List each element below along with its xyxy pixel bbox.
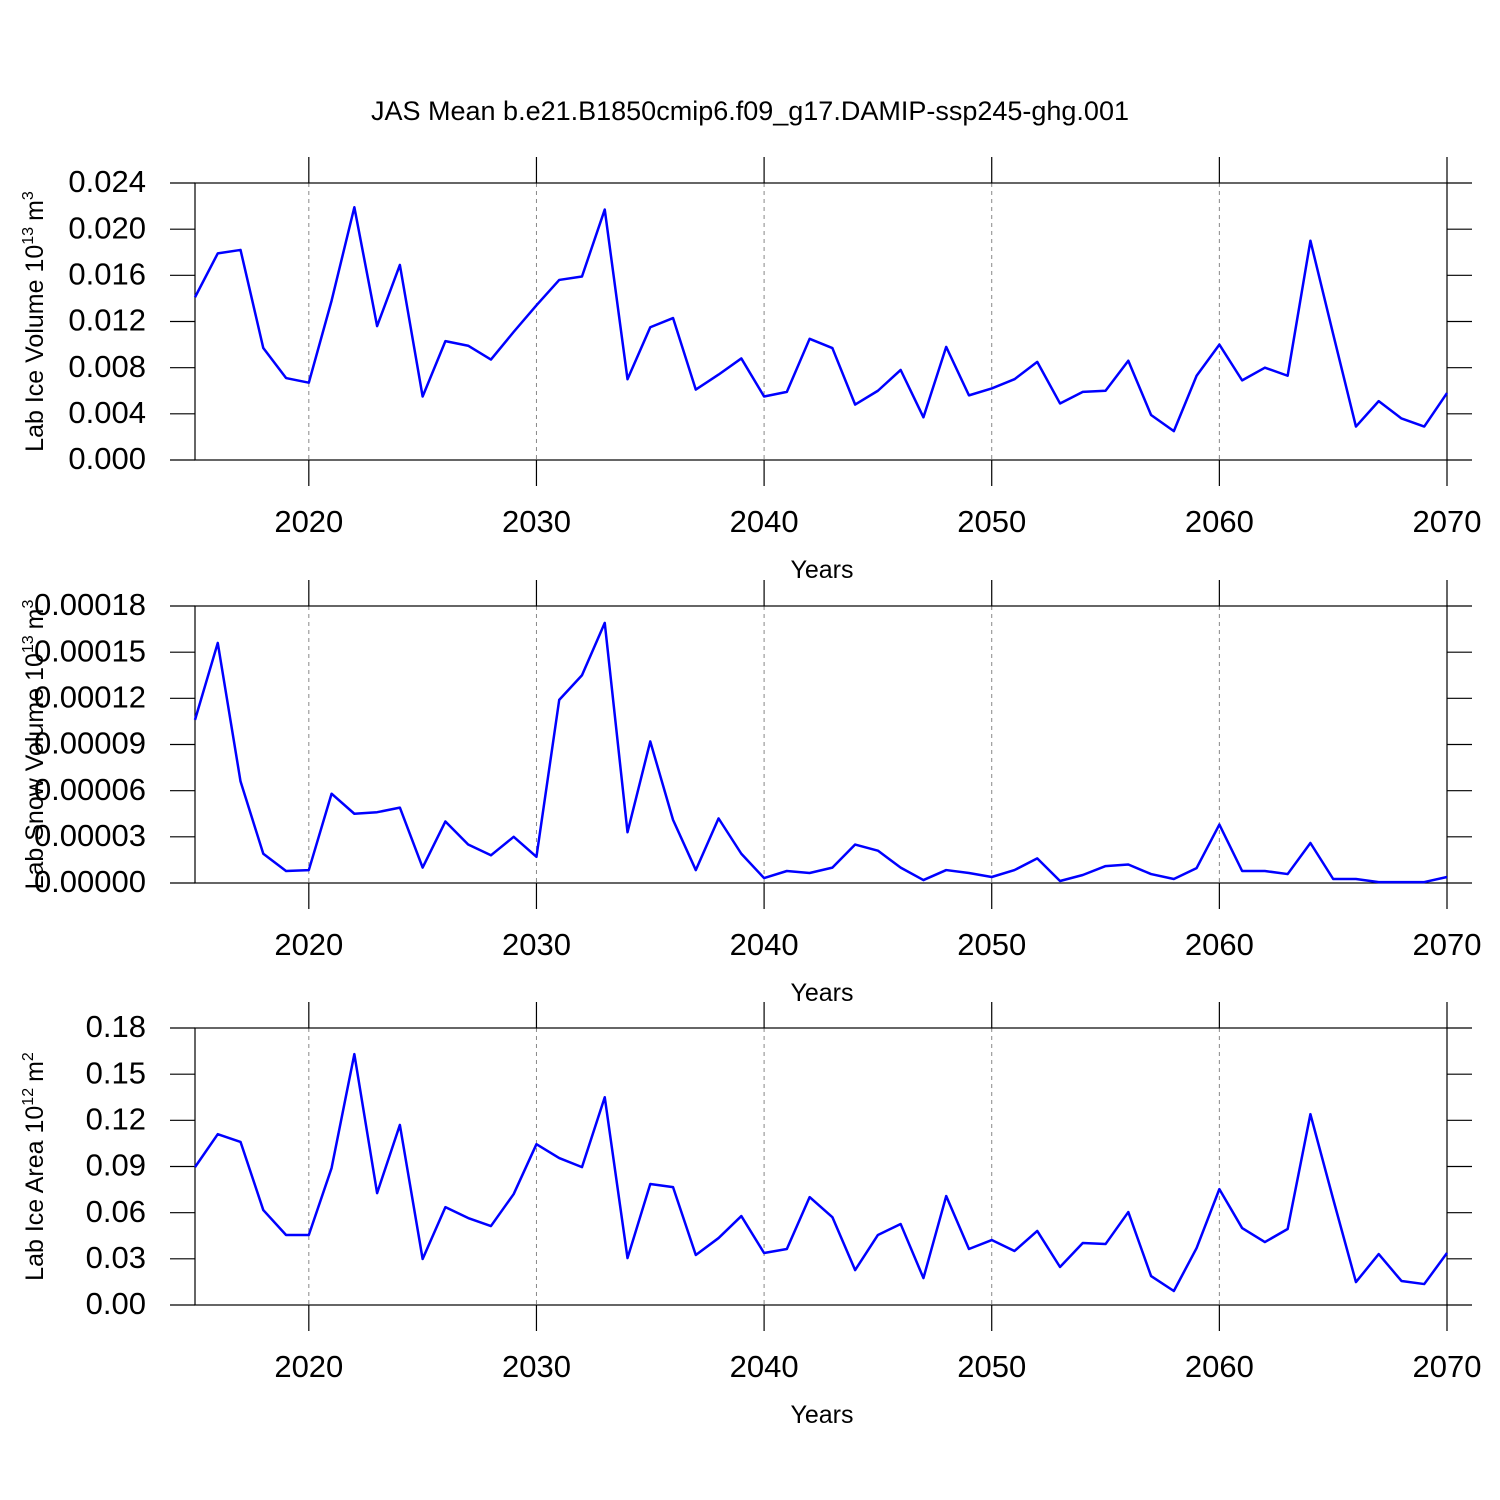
y-tick-label: 0.09 <box>86 1148 146 1183</box>
y-tick-label: 0.00009 <box>34 726 146 761</box>
x-tick-label: 2050 <box>957 927 1026 962</box>
x-tick-label: 2040 <box>730 1349 799 1384</box>
y-tick-label: 0.000 <box>68 441 146 476</box>
data-line <box>193 205 1449 433</box>
y-tick-label: 0.00015 <box>34 633 146 668</box>
x-tick-label: 2070 <box>1413 504 1482 539</box>
x-tick-label: 2040 <box>730 504 799 539</box>
plot-frame <box>194 182 1448 461</box>
x-tick-label: 2050 <box>957 1349 1026 1384</box>
x-tick-label: 2020 <box>274 927 343 962</box>
y-tick-label: 0.00 <box>86 1286 146 1321</box>
x-tick-label: 2030 <box>502 927 571 962</box>
x-axis-label: Years <box>790 556 853 584</box>
x-tick-label: 2030 <box>502 504 571 539</box>
data-line <box>193 1052 1449 1293</box>
x-tick-label: 2030 <box>502 1349 571 1384</box>
y-tick-label: 0.00006 <box>34 772 146 807</box>
x-tick-label: 2070 <box>1413 927 1482 962</box>
x-tick-label: 2060 <box>1185 1349 1254 1384</box>
y-tick-label: 0.020 <box>68 210 146 245</box>
y-tick-label: 0.024 <box>68 164 146 199</box>
y-axis-label-exponent: 13 <box>20 635 37 653</box>
x-tick-label: 2050 <box>957 504 1026 539</box>
x-tick-label: 2070 <box>1413 1349 1482 1384</box>
y-axis-label-text: Lab Snow Volume 10 <box>21 653 49 889</box>
y-axis-label-text: Lab Ice Volume 10 <box>21 245 49 452</box>
y-tick-label: 0.012 <box>68 303 146 338</box>
y-axis-label-unit-exponent: 2 <box>20 1052 37 1061</box>
plot-frame <box>194 605 1448 884</box>
y-tick-label: 0.00012 <box>34 680 146 715</box>
y-tick-label: 0.016 <box>68 257 146 292</box>
y-tick-label: 0.00018 <box>34 587 146 622</box>
y-tick-label: 0.12 <box>86 1102 146 1137</box>
y-axis-label: Lab Ice Area 1012 m2 <box>20 1052 49 1281</box>
x-tick-label: 2020 <box>274 1349 343 1384</box>
y-axis-label-exponent: 13 <box>20 227 37 245</box>
x-tick-label: 2060 <box>1185 927 1254 962</box>
y-tick-label: 0.03 <box>86 1240 146 1275</box>
y-axis-label-text: Lab Ice Area 10 <box>21 1106 49 1281</box>
y-axis-label-unit-exponent: 3 <box>20 191 37 200</box>
x-tick-label: 2020 <box>274 504 343 539</box>
plot-frame <box>194 1027 1448 1306</box>
y-tick-label: 0.06 <box>86 1194 146 1229</box>
y-tick-label: 0.004 <box>68 395 146 430</box>
y-tick-label: 0.00003 <box>34 818 146 853</box>
y-axis-label: Lab Snow Volume 1013 m3 <box>20 600 49 890</box>
y-axis-label-exponent: 12 <box>20 1088 37 1106</box>
y-axis-label-unit: m <box>21 609 49 630</box>
x-tick-label: 2040 <box>730 927 799 962</box>
y-axis-label-unit: m <box>21 200 49 221</box>
y-tick-label: 0.00000 <box>34 864 146 899</box>
y-axis-label: Lab Ice Volume 1013 m3 <box>20 191 49 452</box>
x-tick-label: 2060 <box>1185 504 1254 539</box>
x-axis-label: Years <box>790 1401 853 1429</box>
data-line <box>193 621 1448 884</box>
y-axis-label-unit: m <box>21 1061 49 1082</box>
y-tick-label: 0.18 <box>86 1009 146 1044</box>
figure-title: JAS Mean b.e21.B1850cmip6.f09_g17.DAMIP-… <box>371 96 1129 126</box>
y-axis-label-unit-exponent: 3 <box>20 600 37 609</box>
y-tick-label: 0.008 <box>68 349 146 384</box>
y-tick-label: 0.15 <box>86 1055 146 1090</box>
x-axis-label: Years <box>790 979 853 1007</box>
